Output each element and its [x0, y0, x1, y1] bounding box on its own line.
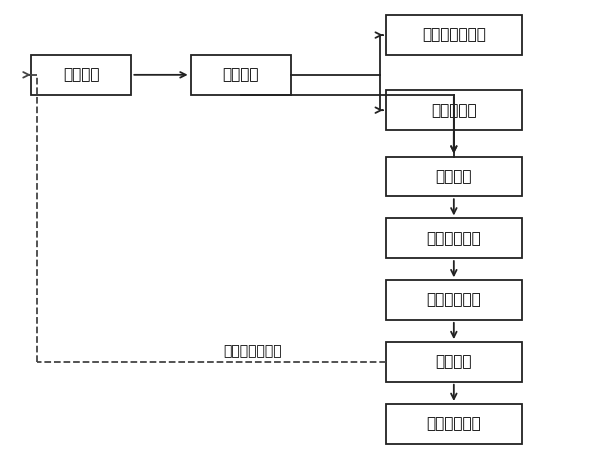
Bar [386, 280, 522, 320]
Text: 石渣挖运: 石渣挖运 [436, 355, 472, 369]
Bar [386, 90, 522, 130]
Text: 石方松动爆破: 石方松动爆破 [427, 292, 481, 308]
Text: 下一个台阶开挖: 下一个台阶开挖 [223, 344, 282, 358]
Text: 截、排水沟开挖: 截、排水沟开挖 [422, 27, 486, 43]
Text: 钒孔验孔: 钒孔验孔 [436, 169, 472, 184]
Bar [386, 157, 522, 196]
Bar [386, 342, 522, 382]
Bar [386, 15, 522, 55]
Bar [386, 218, 522, 258]
Text: 覆盖层开挖: 覆盖层开挖 [431, 103, 476, 117]
Bar [31, 55, 131, 94]
Text: 基坑底面清理: 基坑底面清理 [427, 416, 481, 431]
Bar [386, 404, 522, 444]
Text: 坡面预裂爆破: 坡面预裂爆破 [427, 231, 481, 246]
Text: 测量放样: 测量放样 [63, 68, 100, 82]
Bar [191, 55, 291, 94]
Text: 植被清理: 植被清理 [223, 68, 259, 82]
